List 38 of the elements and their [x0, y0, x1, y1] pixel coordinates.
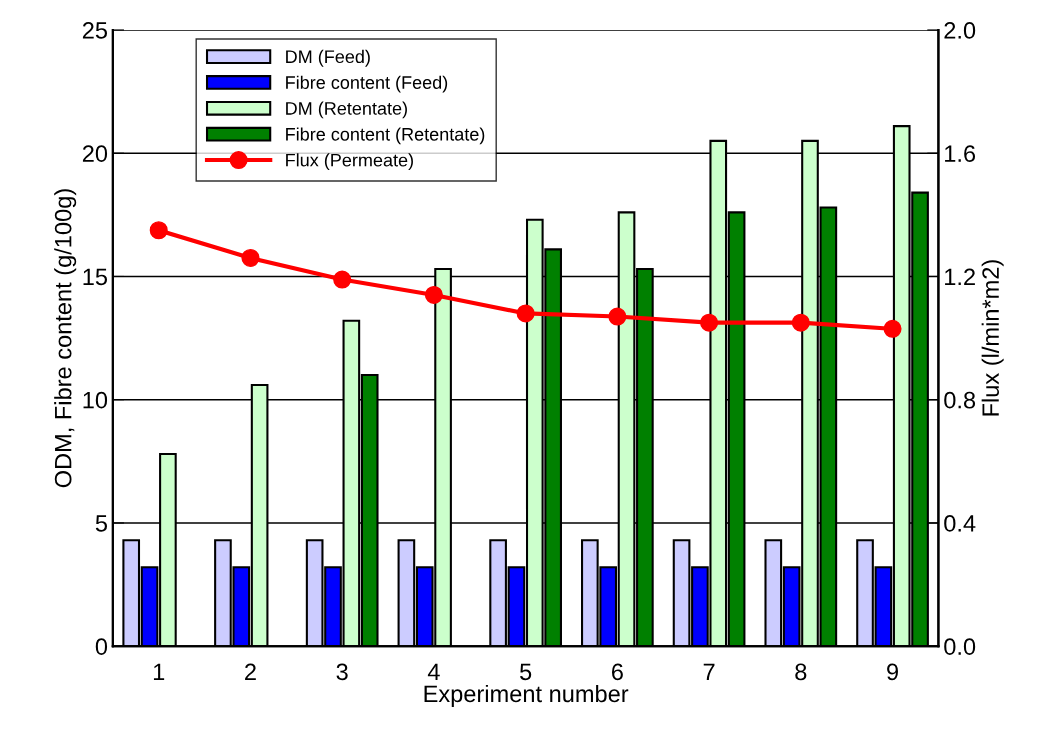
x-tick-label: 8	[795, 663, 807, 681]
y-tick-label: 20	[82, 145, 108, 163]
point	[700, 313, 719, 332]
legend-label: Flux (Permeate)	[286, 153, 413, 171]
x-tick-label: 2	[245, 663, 256, 680]
legend-label: Fibre content (Feed)	[286, 75, 448, 93]
y-axis-title: ODM, Fibre content (g/100g)	[54, 189, 77, 488]
y-tick-label: 25	[82, 22, 108, 39]
x-axis-title: Experiment number	[424, 684, 629, 707]
x-tick-label: 5	[520, 663, 532, 681]
point	[608, 307, 627, 326]
point	[333, 270, 352, 289]
y-tick-label: 15	[83, 268, 108, 286]
y2-tick-label: 0.8	[944, 391, 976, 409]
y2-tick-label: 0.0	[944, 638, 976, 655]
point	[516, 304, 535, 323]
x-tick-label: 9	[887, 663, 898, 681]
y-tick-label: 10	[83, 391, 108, 409]
x-tick-label: 7	[703, 663, 715, 680]
point	[883, 319, 902, 338]
y2-axis-title: Flux (l/min*m2)	[981, 260, 1004, 416]
y-tick-label: 0	[95, 638, 108, 655]
x-tick-label: 3	[336, 663, 348, 681]
x-tick-label: 6	[612, 663, 623, 681]
legend-label: DM (Feed)	[286, 49, 370, 67]
y2-tick-label: 1.6	[945, 145, 976, 163]
x-tick-label: 1	[153, 663, 165, 680]
point	[791, 313, 810, 332]
legend-label: DM (Retentate)	[286, 101, 407, 119]
y-tick-label: 5	[95, 515, 108, 532]
y2-tick-label: 1.2	[945, 268, 975, 286]
y2-tick-label: 0.4	[944, 515, 976, 532]
y2-tick-label: 2.0	[944, 22, 976, 39]
point	[149, 221, 168, 240]
point	[241, 248, 260, 268]
legend-label: Fibre content (Retentate)	[286, 127, 485, 145]
point	[424, 285, 443, 304]
x-tick-label: 4	[427, 663, 440, 680]
